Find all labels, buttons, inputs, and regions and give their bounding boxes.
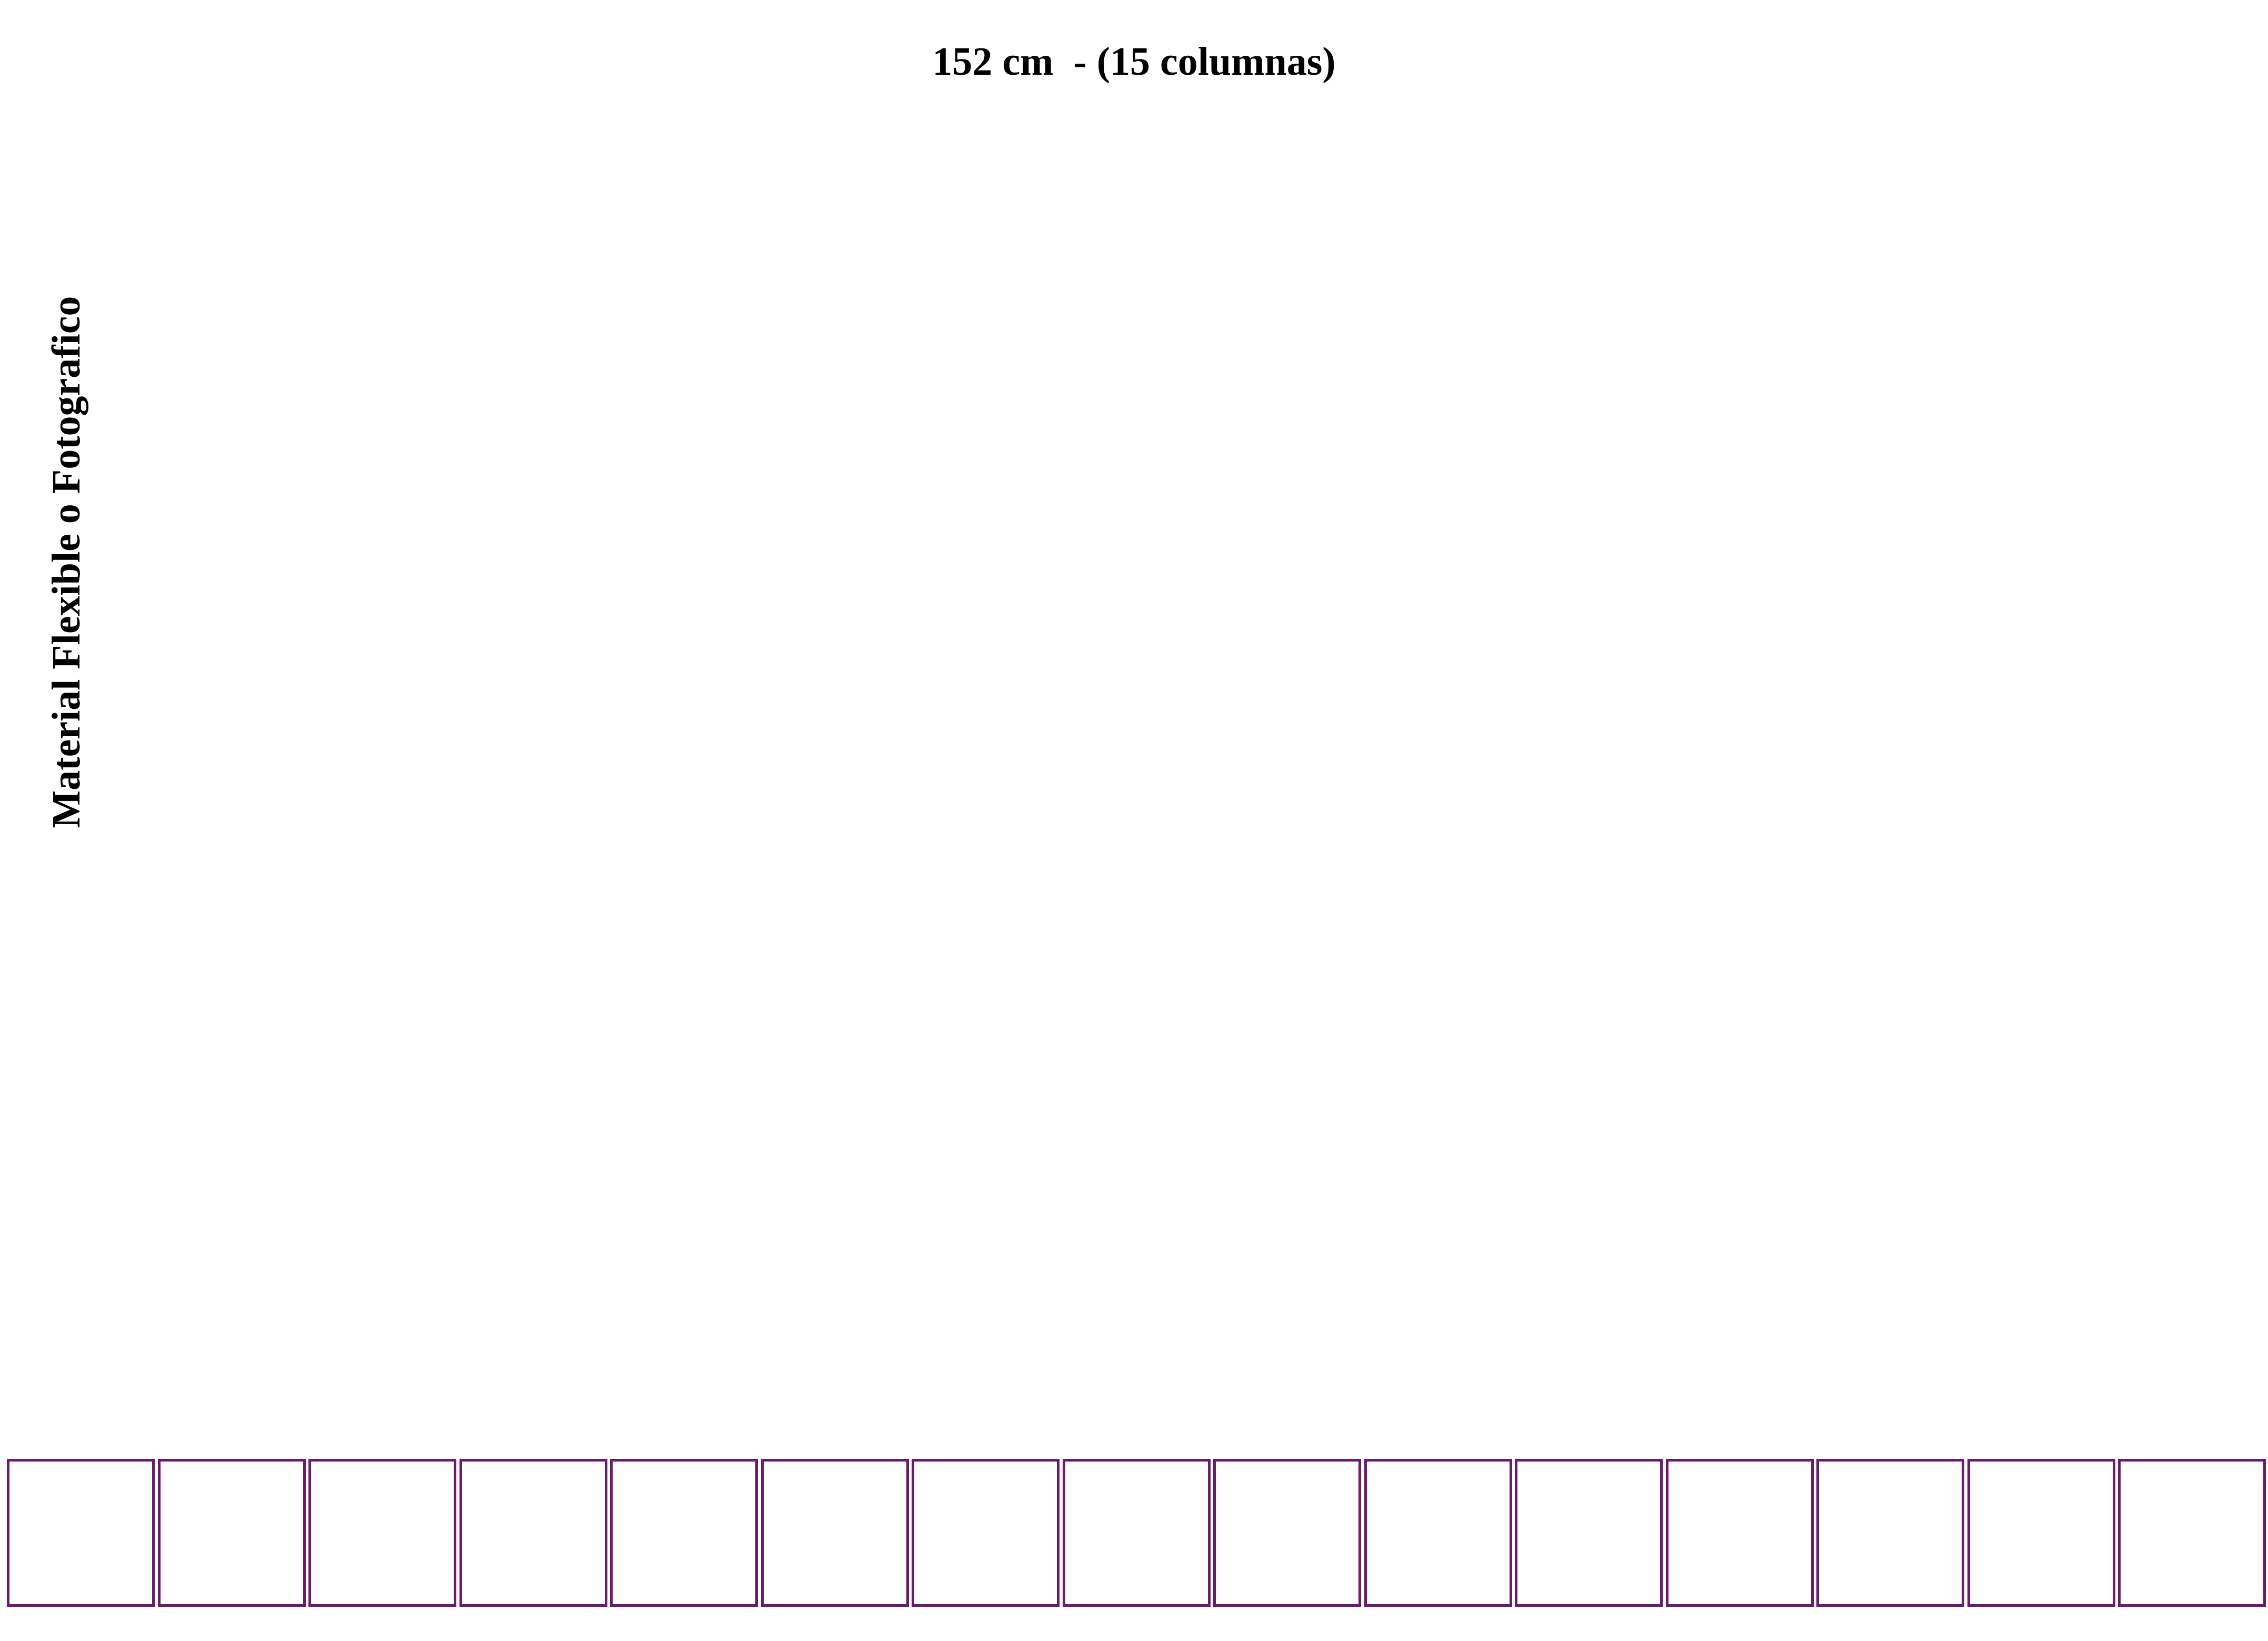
column-box: [1213, 1459, 1361, 1607]
column-box: [1364, 1459, 1512, 1607]
page-title: 152 cm - (15 columnas): [932, 39, 1336, 84]
column-box: [1063, 1459, 1211, 1607]
column-box: [459, 1459, 607, 1607]
column-box: [1967, 1459, 2115, 1607]
column-box: [1515, 1459, 1663, 1607]
column-box: [1666, 1459, 1814, 1607]
material-label: Material Flexible o Fotografico: [44, 296, 88, 828]
column-box: [761, 1459, 909, 1607]
column-box: [7, 1459, 155, 1607]
column-box: [1816, 1459, 1964, 1607]
column-box: [308, 1459, 456, 1607]
column-box: [2118, 1459, 2266, 1607]
column-box: [610, 1459, 758, 1607]
column-box: [912, 1459, 1060, 1607]
column-box: [158, 1459, 306, 1607]
